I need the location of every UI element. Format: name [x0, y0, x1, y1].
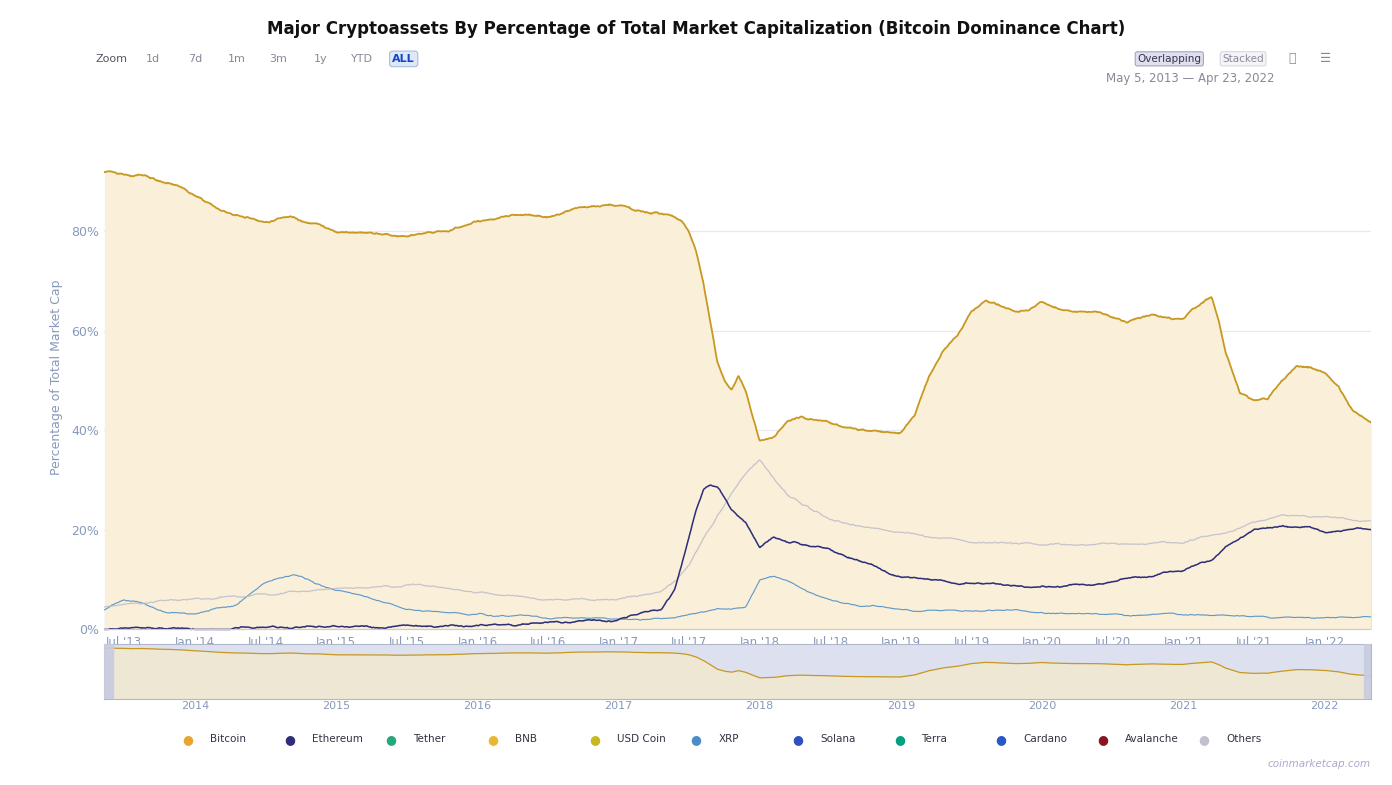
Bar — [104, 644, 113, 699]
Text: Major Cryptoassets By Percentage of Total Market Capitalization (Bitcoin Dominan: Major Cryptoassets By Percentage of Tota… — [267, 20, 1125, 38]
Bar — [1364, 644, 1371, 699]
Text: ●: ● — [284, 733, 295, 746]
Text: YTD: YTD — [351, 54, 373, 64]
Text: coinmarketcap.com: coinmarketcap.com — [1268, 759, 1371, 769]
Text: ●: ● — [894, 733, 905, 746]
Text: Others: Others — [1226, 735, 1261, 744]
Text: ☰: ☰ — [1320, 53, 1331, 65]
Text: Avalanche: Avalanche — [1125, 735, 1179, 744]
Text: Tether: Tether — [413, 735, 445, 744]
Text: BNB: BNB — [515, 735, 537, 744]
Text: ●: ● — [487, 733, 498, 746]
Text: USD Coin: USD Coin — [617, 735, 665, 744]
Text: ALL: ALL — [393, 54, 415, 64]
Text: 3m: 3m — [270, 54, 287, 64]
Text: ●: ● — [792, 733, 803, 746]
Text: ●: ● — [386, 733, 397, 746]
Text: Solana: Solana — [820, 735, 855, 744]
Text: Overlapping: Overlapping — [1137, 54, 1201, 64]
Text: Terra: Terra — [922, 735, 948, 744]
Text: Zoom: Zoom — [96, 54, 127, 64]
Text: ●: ● — [589, 733, 600, 746]
Text: 1d: 1d — [146, 54, 160, 64]
Text: XRP: XRP — [718, 735, 739, 744]
Text: ●: ● — [690, 733, 702, 746]
Text: Ethereum: Ethereum — [312, 735, 363, 744]
Text: 7d: 7d — [188, 54, 202, 64]
Text: Stacked: Stacked — [1222, 54, 1264, 64]
Text: Cardano: Cardano — [1023, 735, 1068, 744]
Y-axis label: Percentage of Total Market Cap: Percentage of Total Market Cap — [50, 279, 63, 475]
Text: ●: ● — [1199, 733, 1210, 746]
Text: Bitcoin: Bitcoin — [210, 735, 246, 744]
Text: May 5, 2013 — Apr 23, 2022: May 5, 2013 — Apr 23, 2022 — [1105, 72, 1275, 85]
Text: ●: ● — [995, 733, 1006, 746]
Text: ●: ● — [182, 733, 193, 746]
Text: ●: ● — [1097, 733, 1108, 746]
Text: 1y: 1y — [313, 54, 327, 64]
Text: 1m: 1m — [228, 54, 245, 64]
Text: ⤢: ⤢ — [1288, 53, 1296, 65]
